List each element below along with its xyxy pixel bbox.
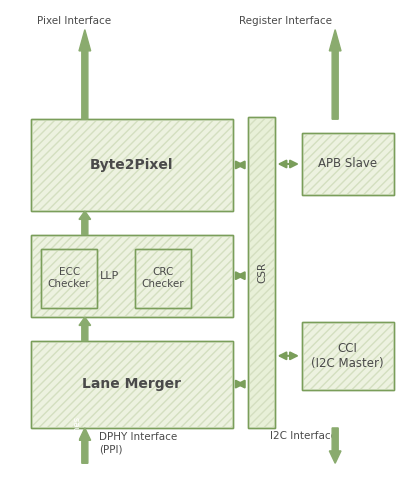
Bar: [247, 117, 275, 428]
Bar: [31, 235, 233, 317]
Bar: [31, 119, 233, 211]
FancyArrow shape: [79, 30, 91, 119]
FancyArrow shape: [329, 428, 341, 463]
Bar: [247, 117, 275, 428]
Text: Up to 4-Lanes: Up to 4-Lanes: [73, 417, 82, 475]
Bar: [41, 249, 97, 308]
Bar: [302, 322, 394, 390]
Bar: [302, 322, 394, 390]
Text: CRC
Checker: CRC Checker: [142, 268, 184, 289]
Bar: [135, 249, 191, 308]
Bar: [31, 235, 233, 317]
Bar: [247, 117, 275, 428]
Bar: [31, 235, 233, 317]
Bar: [41, 249, 97, 308]
Bar: [135, 249, 191, 308]
FancyArrow shape: [329, 30, 341, 119]
Bar: [31, 341, 233, 428]
Text: Lane Merger: Lane Merger: [82, 377, 181, 391]
Text: LLP: LLP: [100, 271, 120, 281]
Bar: [41, 249, 97, 308]
Bar: [302, 134, 394, 195]
FancyArrow shape: [79, 428, 91, 463]
Text: ECC
Checker: ECC Checker: [48, 268, 90, 289]
Text: APB Slave: APB Slave: [318, 158, 377, 171]
Bar: [135, 249, 191, 308]
Bar: [31, 119, 233, 211]
Bar: [302, 322, 394, 390]
Text: I2C Interface: I2C Interface: [270, 430, 338, 441]
Text: Register Interface: Register Interface: [239, 16, 332, 26]
Bar: [302, 134, 394, 195]
Bar: [31, 341, 233, 428]
Text: DPHY Interface
(PPI): DPHY Interface (PPI): [100, 432, 178, 455]
Text: Byte2Pixel: Byte2Pixel: [90, 158, 173, 172]
Bar: [302, 134, 394, 195]
FancyArrow shape: [79, 211, 91, 235]
Text: CCI
(I2C Master): CCI (I2C Master): [311, 342, 384, 370]
Bar: [31, 341, 233, 428]
Text: CSR: CSR: [257, 262, 267, 283]
FancyArrow shape: [79, 317, 91, 341]
Bar: [31, 119, 233, 211]
Text: Pixel Interface: Pixel Interface: [37, 16, 111, 26]
